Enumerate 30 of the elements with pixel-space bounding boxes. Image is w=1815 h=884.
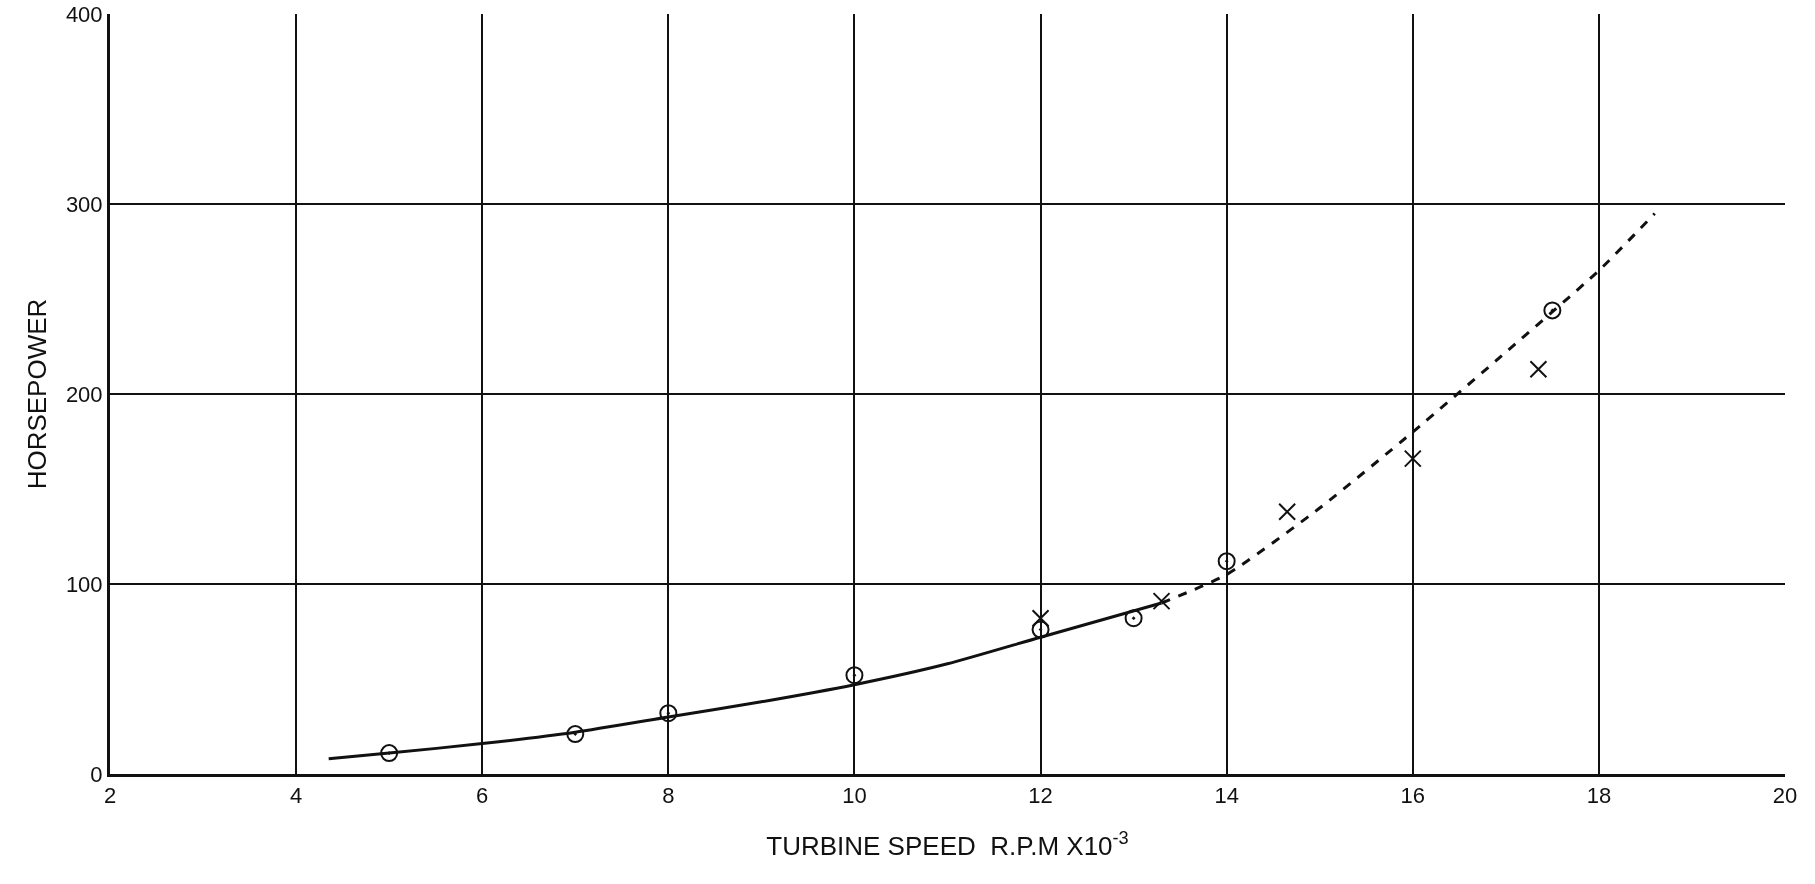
point: [1031, 609, 1050, 628]
point: [1124, 609, 1143, 628]
y-tick-label: 300: [65, 191, 103, 217]
point: [845, 666, 864, 685]
x-tick-label: 14: [1214, 783, 1239, 809]
point: [1543, 301, 1562, 320]
y-axis-title: HORSEPOWER: [22, 298, 52, 490]
x-tick-label: 18: [1586, 783, 1612, 809]
x-tick-label: 6: [476, 783, 489, 809]
x-tick-label: 20: [1772, 783, 1798, 809]
point: [380, 744, 399, 763]
point: [659, 704, 678, 723]
y-tick-label: 200: [65, 381, 103, 407]
point: [1529, 360, 1548, 379]
y-tick-label: 400: [65, 1, 103, 27]
y-tick-label: 100: [65, 571, 103, 597]
y-tick-label: 0: [90, 761, 103, 787]
x-tick-label: 10: [842, 783, 867, 809]
point: [1403, 449, 1422, 468]
point: [1217, 552, 1236, 571]
x-tick-label: 4: [289, 783, 303, 809]
point: [566, 725, 585, 744]
point: [1031, 620, 1050, 639]
point: [1152, 592, 1171, 611]
x-tick-label: 8: [662, 783, 675, 809]
x-axis-title: TURBINE SPEED R.P.M X10$^{-3}$: [766, 828, 1129, 862]
x-tick-label: 16: [1400, 783, 1426, 809]
x-tick-label: 2: [103, 783, 117, 809]
point: [1278, 502, 1297, 521]
x-tick-label: 12: [1028, 783, 1053, 809]
